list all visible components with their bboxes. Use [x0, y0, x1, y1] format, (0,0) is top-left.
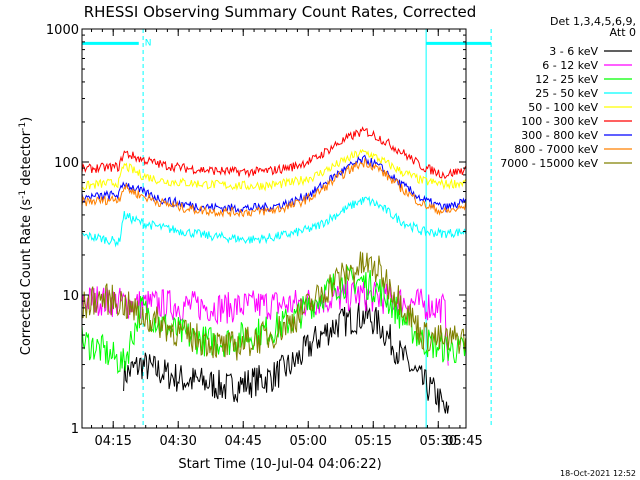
plot-frame — [81, 28, 467, 429]
detector-info-1: Att 0 — [610, 26, 636, 39]
chart-title: RHESSI Observing Summary Count Rates, Co… — [84, 3, 477, 21]
legend-label-5: 100 - 300 keV — [521, 115, 598, 128]
legend-label-4: 50 - 100 keV — [528, 101, 598, 114]
series-line-8 — [81, 251, 467, 361]
legend-label-2: 12 - 25 keV — [535, 73, 598, 86]
x-tick-label-4: 05:15 — [355, 434, 392, 449]
legend-label-8: 7000 - 15000 keV — [500, 157, 598, 170]
series-line-3 — [81, 195, 467, 248]
legend-label-1: 6 - 12 keV — [542, 59, 598, 72]
legend-label-0: 3 - 6 keV — [549, 45, 598, 58]
y-tick-label-0: 1 — [71, 422, 79, 437]
series-line-6 — [81, 154, 467, 214]
y-tick-label-2: 100 — [54, 156, 79, 171]
plot-area: N — [81, 29, 492, 428]
y-tick-label-1: 10 — [62, 289, 79, 304]
series-line-5 — [81, 126, 467, 180]
legend-label-6: 300 - 800 keV — [521, 129, 598, 142]
y-tick-label-3: 1000 — [46, 23, 79, 38]
series-line-7 — [81, 157, 467, 218]
x-tick-label-1: 04:30 — [159, 434, 196, 449]
legend-label-7: 800 - 7000 keV — [514, 143, 598, 156]
x-tick-label-6: 05:45 — [445, 434, 482, 449]
x-axis-label: Start Time (10-Jul-04 04:06:22) — [178, 457, 381, 472]
x-tick-label-0: 04:15 — [94, 434, 131, 449]
x-tick-label-5: 05:30 — [420, 434, 457, 449]
y-axis-label: Corrected Count Rate (s-1 detector-1) — [18, 117, 34, 355]
series-line-0 — [123, 299, 450, 414]
legend-label-3: 25 - 50 keV — [535, 87, 598, 100]
footer-date: 18-Oct-2021 12:52 — [560, 469, 636, 478]
series-line-4 — [81, 148, 467, 192]
x-tick-label-2: 04:45 — [224, 434, 261, 449]
axes: 1 10 100 1000 04:15 04:30 04:45 05:00 05:15 05:30… — [46, 23, 483, 449]
detector-info-0: Det 1,3,4,5,6,9, — [550, 15, 636, 28]
flag-label: N — [145, 38, 152, 48]
x-tick-label-3: 05:00 — [290, 434, 327, 449]
